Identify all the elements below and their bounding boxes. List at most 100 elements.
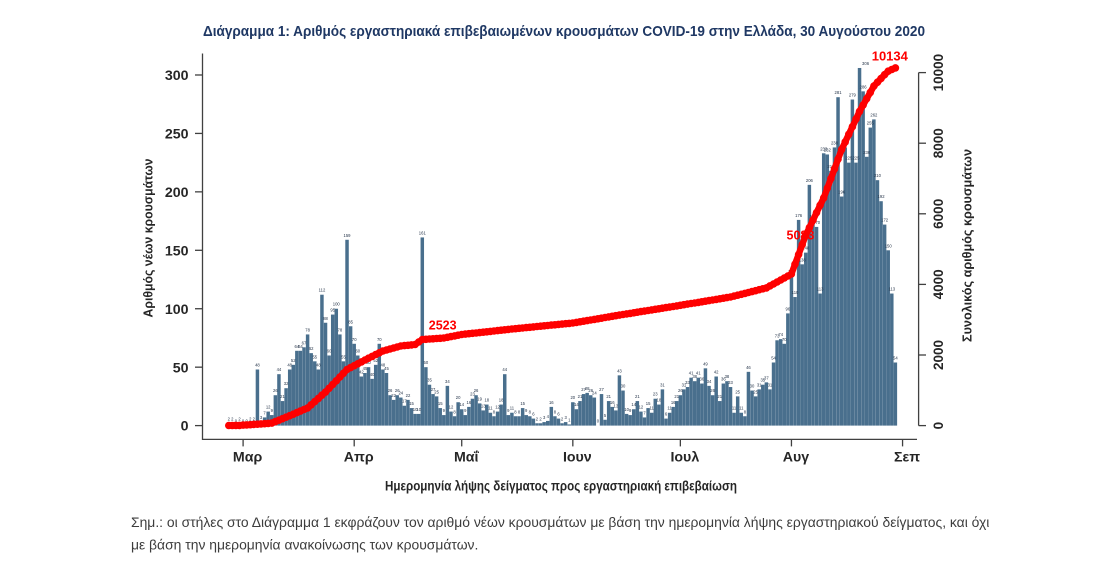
svg-text:200: 200 (165, 185, 189, 201)
svg-text:206: 206 (806, 178, 814, 183)
svg-text:16: 16 (549, 400, 554, 405)
svg-text:4: 4 (547, 414, 550, 419)
svg-text:31: 31 (757, 382, 762, 387)
svg-text:21: 21 (606, 394, 611, 399)
svg-text:14: 14 (631, 402, 636, 407)
svg-text:5: 5 (604, 413, 607, 418)
svg-text:159: 159 (344, 233, 352, 238)
svg-text:5083: 5083 (787, 229, 815, 243)
svg-text:6: 6 (532, 412, 535, 417)
svg-text:40: 40 (370, 372, 375, 377)
svg-text:15: 15 (409, 401, 414, 406)
svg-text:49: 49 (703, 361, 708, 366)
svg-text:44: 44 (277, 367, 282, 372)
svg-text:78: 78 (305, 327, 310, 332)
svg-text:45: 45 (363, 366, 368, 371)
svg-text:8: 8 (493, 409, 496, 414)
svg-text:16: 16 (671, 400, 676, 405)
svg-text:Μαΐ: Μαΐ (454, 450, 480, 466)
svg-text:13: 13 (481, 403, 486, 408)
svg-text:88: 88 (323, 316, 328, 321)
svg-text:2: 2 (231, 416, 234, 421)
svg-text:52: 52 (373, 358, 378, 363)
svg-text:0: 0 (181, 419, 189, 435)
svg-text:21: 21 (717, 394, 722, 399)
svg-text:6000: 6000 (931, 199, 946, 229)
svg-text:43: 43 (617, 368, 622, 373)
svg-text:25: 25 (735, 389, 740, 394)
svg-text:16: 16 (467, 400, 472, 405)
svg-text:9: 9 (507, 408, 510, 413)
svg-text:250: 250 (165, 127, 189, 143)
svg-text:85: 85 (348, 319, 353, 324)
svg-text:161: 161 (419, 230, 427, 235)
svg-text:27: 27 (431, 387, 436, 392)
svg-text:Σημ.: οι στήλες στο Διάγραμμα: Σημ.: οι στήλες στο Διάγραμμα 1 εκφράζου… (131, 514, 989, 530)
svg-text:60: 60 (327, 348, 332, 353)
svg-text:38: 38 (725, 374, 730, 379)
svg-text:11: 11 (510, 406, 515, 411)
svg-text:238: 238 (831, 140, 839, 145)
svg-text:8: 8 (518, 409, 521, 414)
svg-text:36: 36 (700, 377, 705, 382)
svg-text:218: 218 (827, 164, 835, 169)
svg-text:Διάγραμμα 1: Αριθμός εργαστηρι: Διάγραμμα 1: Αριθμός εργαστηριακά επιβεβ… (203, 23, 925, 40)
svg-text:21: 21 (280, 394, 285, 399)
svg-text:4000: 4000 (931, 269, 946, 299)
svg-text:64: 64 (295, 344, 300, 349)
svg-text:192: 192 (878, 194, 886, 199)
svg-text:12: 12 (266, 405, 271, 410)
svg-text:15: 15 (520, 401, 525, 406)
svg-text:281: 281 (835, 90, 843, 95)
svg-text:24: 24 (592, 391, 597, 396)
svg-text:233: 233 (820, 146, 828, 151)
svg-text:74: 74 (778, 332, 783, 337)
svg-text:8: 8 (554, 409, 557, 414)
svg-text:42: 42 (359, 370, 364, 375)
svg-text:31: 31 (768, 382, 773, 387)
svg-text:176: 176 (795, 213, 803, 218)
svg-text:230: 230 (863, 150, 871, 155)
svg-text:10000: 10000 (931, 54, 946, 92)
svg-text:225: 225 (845, 156, 853, 161)
svg-text:62: 62 (309, 346, 314, 351)
svg-text:8: 8 (529, 409, 532, 414)
svg-text:0: 0 (235, 419, 238, 424)
svg-text:110: 110 (792, 290, 799, 295)
svg-text:11: 11 (667, 406, 672, 411)
svg-text:54: 54 (771, 355, 776, 360)
svg-text:26: 26 (388, 388, 393, 393)
svg-text:67: 67 (302, 340, 307, 345)
svg-text:6: 6 (557, 412, 560, 417)
svg-text:2: 2 (249, 416, 252, 421)
svg-text:113: 113 (888, 287, 895, 292)
svg-text:0: 0 (597, 419, 600, 424)
svg-text:38: 38 (692, 374, 697, 379)
svg-text:70: 70 (782, 337, 787, 342)
svg-text:25: 25 (753, 389, 758, 394)
svg-text:2523: 2523 (429, 319, 457, 333)
svg-text:50: 50 (366, 360, 371, 365)
svg-text:78: 78 (338, 327, 343, 332)
svg-text:23: 23 (653, 392, 658, 397)
svg-text:Ιουλ: Ιουλ (670, 450, 699, 466)
svg-text:11: 11 (488, 406, 493, 411)
svg-text:8: 8 (453, 409, 456, 414)
svg-text:34: 34 (707, 379, 712, 384)
svg-text:148: 148 (802, 246, 810, 251)
svg-text:22: 22 (406, 393, 411, 398)
svg-text:50: 50 (173, 360, 189, 376)
svg-text:13: 13 (613, 403, 618, 408)
svg-text:48: 48 (287, 363, 292, 368)
svg-text:55: 55 (312, 354, 317, 359)
svg-text:0: 0 (246, 419, 249, 424)
svg-text:10134: 10134 (872, 49, 909, 64)
svg-text:46: 46 (746, 365, 751, 370)
svg-text:113: 113 (817, 287, 824, 292)
svg-text:18: 18 (484, 398, 489, 403)
svg-text:10: 10 (624, 407, 629, 412)
svg-text:95: 95 (330, 308, 335, 313)
svg-text:60: 60 (355, 348, 360, 353)
svg-text:45: 45 (384, 366, 389, 371)
svg-text:9: 9 (464, 408, 467, 413)
